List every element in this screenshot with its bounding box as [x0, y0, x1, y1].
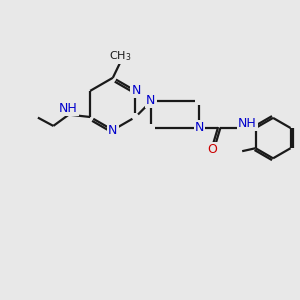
Text: N: N [146, 94, 156, 107]
Text: NH: NH [59, 102, 78, 115]
Text: N: N [195, 121, 204, 134]
Text: N: N [131, 84, 141, 97]
Text: CH$_3$: CH$_3$ [109, 49, 131, 63]
Text: N: N [108, 124, 118, 137]
Text: NH: NH [238, 117, 256, 130]
Text: O: O [207, 142, 217, 156]
